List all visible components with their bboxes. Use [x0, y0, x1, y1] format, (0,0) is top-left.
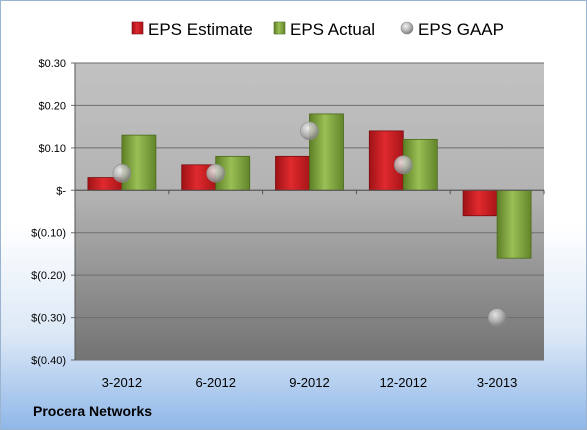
bar-eps-estimate-9-2012 [275, 155, 310, 191]
legend-swatch-eps-estimate [131, 21, 144, 35]
y-tick-label: $0.30 [38, 58, 66, 70]
bar-eps-actual-3-2012 [121, 134, 157, 191]
legend: EPS Estimate EPS Actual EPS GAAP [131, 20, 504, 39]
y-tick-label: $- [56, 185, 66, 197]
plot-area: $0.30 $0.20 $0.10 $- $(0.10) $(0.20) $(0.30) $(… [31, 58, 545, 390]
y-tick-label: $(0.20) [31, 270, 66, 282]
legend-swatch-eps-gaap [400, 21, 414, 35]
x-tick-label: 3-2013 [477, 375, 517, 390]
point-eps-gaap-12-2012 [393, 155, 413, 175]
legend-item-eps-actual: EPS Actual [273, 20, 375, 39]
legend-item-eps-estimate: EPS Estimate [131, 20, 253, 39]
legend-item-eps-gaap: EPS GAAP [400, 20, 504, 39]
y-tick-label: $(0.40) [31, 355, 66, 367]
point-eps-gaap-9-2012 [300, 121, 319, 141]
y-tick-label: $0.20 [38, 100, 66, 112]
y-tick-label: $(0.30) [31, 313, 66, 325]
legend-label: EPS GAAP [418, 20, 504, 39]
y-tick-label: $0.10 [38, 143, 66, 155]
legend-label: EPS Actual [290, 20, 375, 39]
x-tick-label: 3-2012 [102, 375, 142, 390]
y-tick-label: $(0.10) [31, 228, 66, 240]
company-name: Procera Networks [33, 403, 153, 419]
x-tick-label: 6-2012 [195, 375, 235, 390]
legend-label: EPS Estimate [148, 20, 253, 39]
bar-eps-estimate-3-2013 [462, 189, 498, 217]
point-eps-gaap-3-2013 [487, 308, 507, 327]
x-tick-label: 12-2012 [379, 375, 427, 390]
x-tick-label: 9-2012 [289, 375, 329, 390]
legend-swatch-eps-actual [273, 21, 286, 35]
point-eps-gaap-6-2012 [206, 164, 225, 183]
point-eps-gaap-3-2012 [112, 164, 132, 183]
bar-eps-actual-3-2013 [496, 189, 532, 259]
